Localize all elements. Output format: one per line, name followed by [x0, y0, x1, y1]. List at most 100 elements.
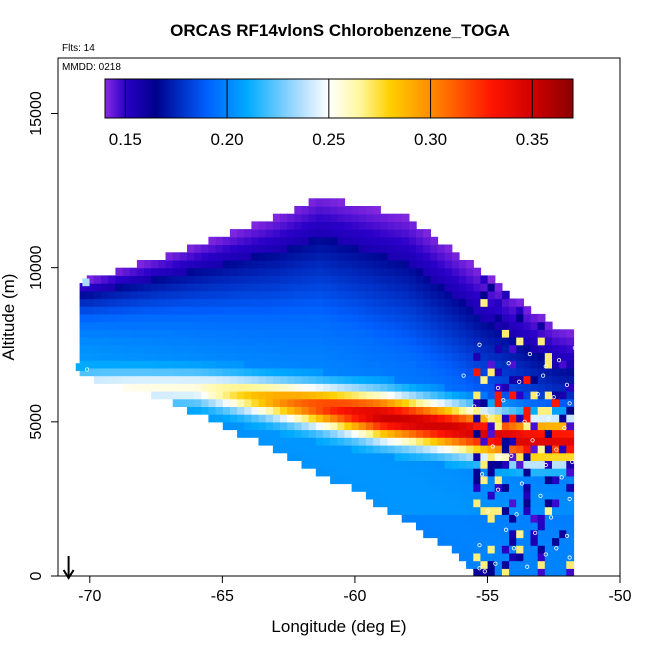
field-cell	[401, 367, 410, 377]
field-cell	[344, 298, 353, 307]
field-cell	[172, 344, 181, 354]
field-cell	[552, 537, 560, 546]
x-tick-label: -55	[476, 588, 499, 605]
field-cell	[509, 344, 517, 354]
field-cell	[308, 421, 317, 431]
sample-point	[564, 382, 570, 387]
field-cell	[416, 367, 424, 377]
field-cell	[194, 244, 202, 253]
field-cell	[272, 414, 281, 423]
field-cell	[323, 329, 331, 338]
field-cell	[86, 329, 95, 338]
field-cell	[437, 283, 446, 292]
field-cell	[459, 375, 467, 384]
field-cell	[301, 421, 310, 431]
field-cell	[523, 352, 532, 361]
field-cell	[265, 275, 274, 284]
field-cell	[444, 275, 453, 284]
field-cell	[387, 229, 396, 238]
sample-point	[490, 444, 495, 449]
field-cell	[566, 391, 575, 400]
field-cell	[459, 498, 467, 508]
field-cell	[501, 537, 510, 546]
field-cell	[466, 260, 474, 269]
field-cell	[466, 483, 474, 492]
field-cell	[365, 352, 374, 361]
field-cell	[172, 360, 181, 369]
field-cell	[537, 498, 546, 508]
field-cell	[237, 244, 245, 253]
field-cell	[473, 375, 482, 384]
field-cell	[437, 290, 446, 300]
field-cell	[466, 375, 474, 384]
field-cell	[136, 267, 145, 276]
field-cell	[387, 260, 396, 269]
field-cell	[244, 367, 252, 377]
field-cell	[494, 367, 503, 377]
field-cell	[351, 352, 360, 361]
field-cell	[179, 391, 188, 400]
field-cell	[423, 321, 431, 330]
field-cell	[416, 290, 424, 300]
field-cell	[129, 306, 138, 315]
field-cell	[544, 537, 553, 546]
field-cell	[401, 229, 410, 238]
field-cell	[79, 329, 88, 338]
field-cell	[494, 414, 503, 423]
field-cell	[86, 290, 95, 300]
field-cell	[222, 367, 231, 377]
field-cell	[466, 352, 474, 361]
field-cell	[330, 213, 338, 222]
field-cell	[494, 522, 503, 531]
field-cell	[280, 221, 288, 230]
field-cell	[373, 445, 381, 454]
field-cell	[222, 298, 231, 307]
field-cell	[301, 360, 310, 369]
field-cell	[215, 337, 224, 346]
field-cell	[423, 360, 431, 369]
field-cell	[93, 283, 102, 292]
field-cell	[544, 529, 553, 539]
field-cell	[337, 244, 346, 253]
field-cell	[487, 560, 496, 569]
field-cell	[315, 468, 324, 477]
field-cell	[315, 452, 324, 461]
field-cell	[201, 375, 210, 384]
field-cell	[494, 391, 503, 400]
field-cell	[237, 360, 245, 369]
field-cell	[516, 360, 524, 369]
field-cell	[423, 498, 431, 508]
field-cell	[172, 398, 181, 407]
field-cell	[251, 344, 260, 354]
field-cell	[437, 414, 446, 423]
field-cell	[451, 522, 460, 531]
field-cell	[423, 290, 431, 300]
field-cell	[272, 398, 281, 407]
field-cell	[430, 452, 439, 461]
field-cell	[394, 352, 403, 361]
field-cell	[251, 367, 260, 377]
field-cell	[330, 367, 338, 377]
field-cell	[237, 383, 245, 392]
field-cell	[537, 514, 546, 523]
field-cell	[559, 468, 567, 477]
field-cell	[294, 421, 303, 431]
field-cell	[215, 306, 224, 315]
field-cell	[179, 375, 188, 384]
field-cell	[358, 306, 367, 315]
field-cell	[544, 391, 553, 400]
field-cell	[337, 283, 346, 292]
field-cell	[315, 429, 324, 438]
field-cell	[229, 398, 238, 407]
field-cell	[523, 398, 532, 407]
field-cell	[501, 398, 510, 407]
field-cell	[294, 236, 303, 246]
field-cell	[423, 429, 431, 438]
field-cell	[437, 352, 446, 361]
field-cell	[351, 421, 360, 431]
field-cell	[365, 244, 374, 253]
field-cell	[516, 414, 524, 423]
field-cell	[430, 514, 439, 523]
field-cell	[351, 483, 360, 492]
field-cell	[129, 298, 138, 307]
